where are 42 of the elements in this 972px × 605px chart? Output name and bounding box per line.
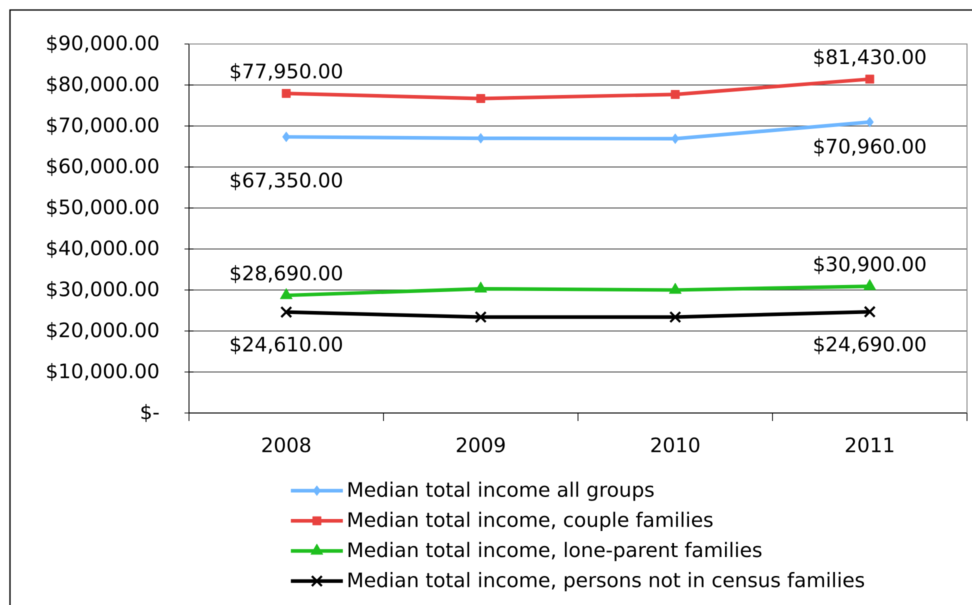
point <box>280 288 293 300</box>
y-tick-label: $80,000.00 <box>47 76 158 94</box>
data-label: $77,950.00 <box>230 63 342 82</box>
data-label: $28,690.00 <box>230 265 342 284</box>
point <box>669 311 682 324</box>
y-tick-label: $40,000.00 <box>47 240 158 258</box>
point <box>476 133 485 144</box>
y-tick-label: $50,000.00 <box>47 198 158 218</box>
data-label: $30,900.00 <box>814 256 926 274</box>
legend-label: Median total income all groups <box>348 482 654 501</box>
data-label: $67,350.00 <box>230 172 342 190</box>
x-tick-label: 2010 <box>651 437 700 452</box>
y-tick-label: $70,000.00 <box>47 116 158 136</box>
point <box>863 279 876 290</box>
point <box>866 116 874 128</box>
point <box>865 74 874 84</box>
legend-label: Median total income, persons not in census families <box>348 572 864 592</box>
legend-label: Median total income, couple families <box>348 512 713 532</box>
point <box>282 88 291 98</box>
legend-label: Median total income, lone-parent families <box>348 542 762 562</box>
point <box>474 311 487 324</box>
data-label: $24,610.00 <box>230 336 342 354</box>
point <box>671 133 680 144</box>
y-tick-label: $20,000.00 <box>47 322 158 340</box>
y-tick-label: $90,000.00 <box>47 34 158 54</box>
data-label: $24,690.00 <box>814 336 926 354</box>
point <box>668 282 682 294</box>
y-tick-label: $10,000.00 <box>47 362 158 382</box>
point <box>474 282 488 293</box>
y-tick-label: $- <box>141 404 159 422</box>
point <box>282 132 290 142</box>
y-tick-label: $30,000.00 <box>47 280 158 300</box>
x-tick-label: 2008 <box>262 437 310 452</box>
x-tick-label: 2009 <box>456 437 505 452</box>
data-label: $70,960.00 <box>814 138 926 156</box>
point <box>280 306 292 318</box>
y-tick-label: $60,000.00 <box>47 158 158 176</box>
point <box>476 94 486 103</box>
point <box>670 90 680 99</box>
point <box>864 306 876 318</box>
data-label: $81,430.00 <box>814 48 926 67</box>
x-tick-label: 2011 <box>846 437 894 452</box>
